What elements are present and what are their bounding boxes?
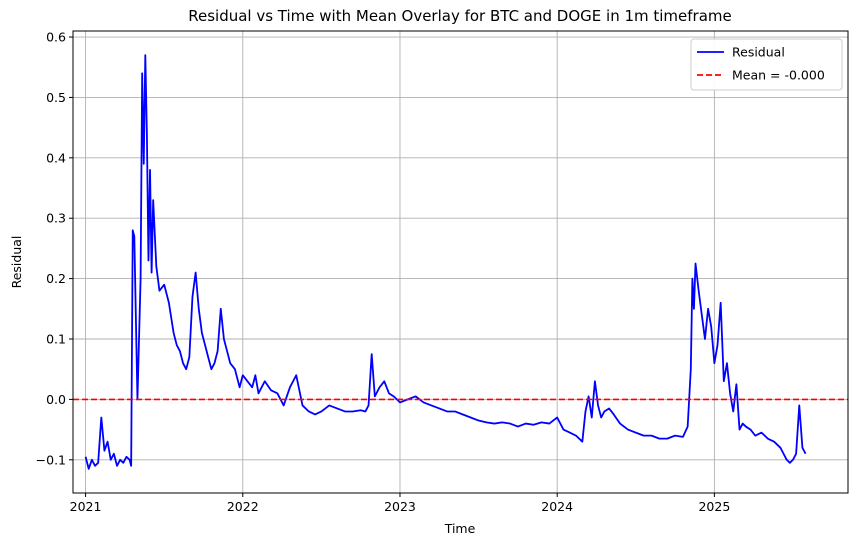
y-tick-label: 0.5 bbox=[46, 90, 66, 105]
y-tick-label: 0.4 bbox=[46, 150, 66, 165]
y-axis-label: Residual bbox=[9, 236, 24, 289]
legend-box bbox=[690, 38, 843, 91]
y-tick-label: −0.1 bbox=[36, 452, 66, 467]
y-tick-label: 0.0 bbox=[46, 392, 66, 407]
residual-series-line bbox=[84, 54, 807, 470]
plot-frame bbox=[72, 30, 849, 494]
grid bbox=[73, 31, 848, 493]
y-tick-label: 0.2 bbox=[46, 271, 66, 286]
legend-label-mean: Mean = -0.000 bbox=[732, 68, 825, 83]
x-tick-label: 2023 bbox=[384, 499, 416, 514]
series-layer bbox=[73, 54, 848, 470]
x-tick-label: 2024 bbox=[541, 499, 573, 514]
chart-title: Residual vs Time with Mean Overlay for B… bbox=[188, 7, 732, 25]
y-tick-label: 0.1 bbox=[46, 332, 66, 347]
legend-label-residual: Residual bbox=[732, 45, 785, 60]
x-tick-label: 2021 bbox=[70, 499, 102, 514]
tick-layer: 2021 2022 2023 2024 2025 −0.1 0.0 0.1 0.2 0.3 0.4 0… bbox=[36, 30, 731, 514]
y-tick-label: 0.6 bbox=[46, 30, 66, 45]
x-axis-label: Time bbox=[444, 521, 476, 536]
x-tick-label: 2022 bbox=[227, 499, 259, 514]
y-tick-label: 0.3 bbox=[46, 211, 66, 226]
legend: Residual Mean = -0.000 bbox=[690, 38, 843, 91]
x-tick-label: 2025 bbox=[698, 499, 730, 514]
